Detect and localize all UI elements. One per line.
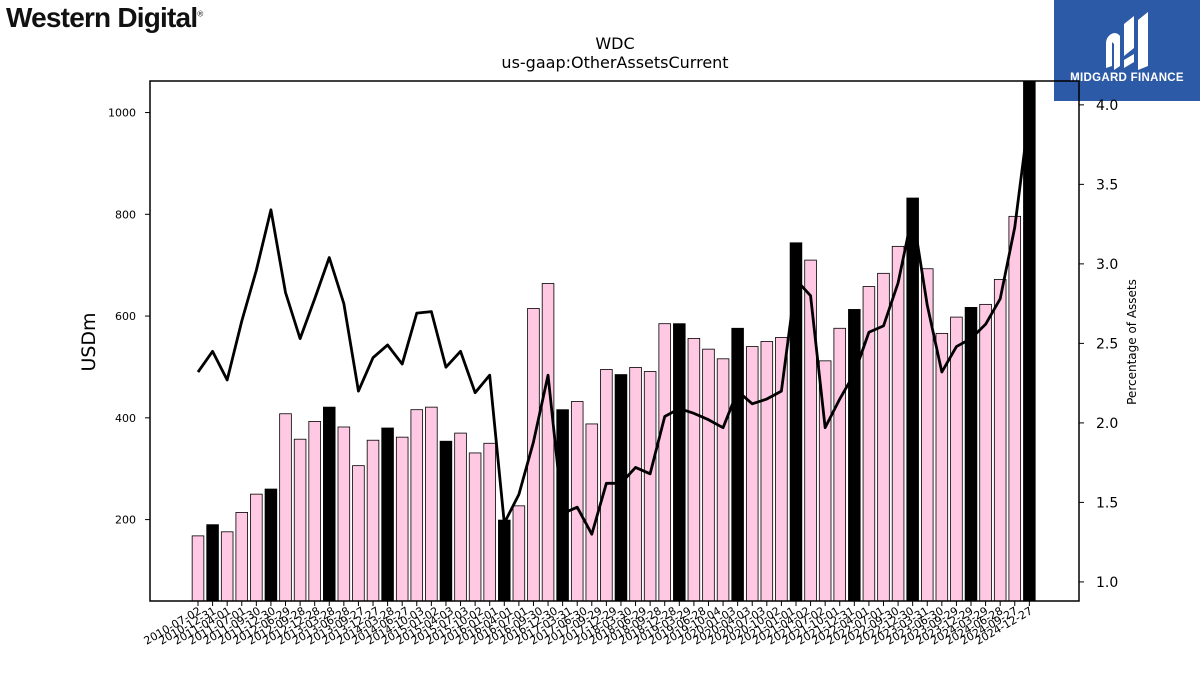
bar xyxy=(906,197,919,602)
bar xyxy=(483,442,496,602)
bar xyxy=(425,406,438,602)
y-axis: 200 400 600 800 1000 xyxy=(108,107,150,527)
chart-subtitle: us-gaap:OtherAssetsCurrent xyxy=(501,53,728,72)
bar xyxy=(250,493,263,602)
bar xyxy=(848,309,861,602)
bar xyxy=(702,348,715,602)
company-logo-text: Western Digital xyxy=(6,2,198,33)
y-tick-label: 400 xyxy=(115,412,136,425)
bar xyxy=(745,346,759,602)
midgard-emblem-icon xyxy=(1106,12,1148,70)
bar xyxy=(614,374,628,602)
western-digital-logo: Western Digital® xyxy=(6,2,203,34)
bar xyxy=(191,535,205,602)
bar xyxy=(570,401,584,602)
bar xyxy=(279,413,292,602)
bar xyxy=(206,524,219,602)
bar xyxy=(950,316,963,602)
y-axis-label: USDm xyxy=(78,312,100,371)
bar xyxy=(308,420,321,602)
bar xyxy=(629,367,642,602)
bar xyxy=(760,341,774,602)
bar xyxy=(235,512,249,602)
bar xyxy=(775,337,788,602)
bar xyxy=(498,519,511,602)
y-tick-label: 800 xyxy=(115,208,136,221)
bar xyxy=(454,432,467,602)
bar xyxy=(1023,80,1036,602)
bar xyxy=(1008,215,1022,602)
bar xyxy=(979,303,992,602)
y2-tick-label: 1.0 xyxy=(1096,575,1118,591)
y2-tick-label: 2.0 xyxy=(1096,416,1118,432)
y2-tick-label: 4.0 xyxy=(1096,98,1118,114)
bar xyxy=(935,332,949,602)
line-series-layer xyxy=(196,112,1031,536)
bar xyxy=(687,338,701,602)
bar xyxy=(789,242,803,602)
y2-tick-label: 1.5 xyxy=(1096,495,1118,511)
bar xyxy=(468,452,482,602)
y2-axis: 1.0 1.5 2.0 2.5 3.0 3.5 4.0 xyxy=(1079,98,1118,591)
y2-tick-label: 2.5 xyxy=(1096,336,1118,352)
bar xyxy=(323,406,336,602)
x-axis: 2010-07-022010-12-312011-04-012011-07-01… xyxy=(142,601,1035,648)
bar xyxy=(964,307,978,602)
y-tick-label: 1000 xyxy=(108,107,136,120)
bar xyxy=(731,327,744,602)
bar xyxy=(891,245,905,602)
bar xyxy=(993,279,1007,602)
bar xyxy=(716,358,730,602)
bar xyxy=(673,323,686,602)
y-tick-label: 600 xyxy=(115,310,136,323)
bar xyxy=(541,283,555,602)
bar xyxy=(804,259,817,602)
chart-title: WDC xyxy=(595,34,634,53)
y2-tick-label: 3.0 xyxy=(1096,257,1118,273)
publisher-logo-text: MIDGARD FINANCE xyxy=(1070,72,1184,84)
registered-mark: ® xyxy=(197,9,203,19)
bar xyxy=(410,409,424,602)
y-tick-label: 200 xyxy=(115,514,136,527)
bar xyxy=(366,439,380,602)
bar xyxy=(833,327,846,602)
y2-tick-label: 3.5 xyxy=(1096,177,1118,193)
series-line xyxy=(196,112,1031,536)
bar xyxy=(293,438,307,602)
bar xyxy=(395,436,409,602)
bar xyxy=(381,427,394,602)
bar xyxy=(220,531,234,602)
bar xyxy=(643,371,657,602)
bar xyxy=(439,440,453,602)
bar xyxy=(512,505,526,602)
plot-frame xyxy=(149,80,1080,602)
bar-series xyxy=(191,80,1036,602)
bar xyxy=(658,323,671,602)
bar xyxy=(352,465,365,602)
bar xyxy=(337,426,351,602)
bar xyxy=(264,488,278,602)
bar xyxy=(585,423,599,602)
y2-axis-label: Percentage of Assets xyxy=(1125,279,1139,405)
